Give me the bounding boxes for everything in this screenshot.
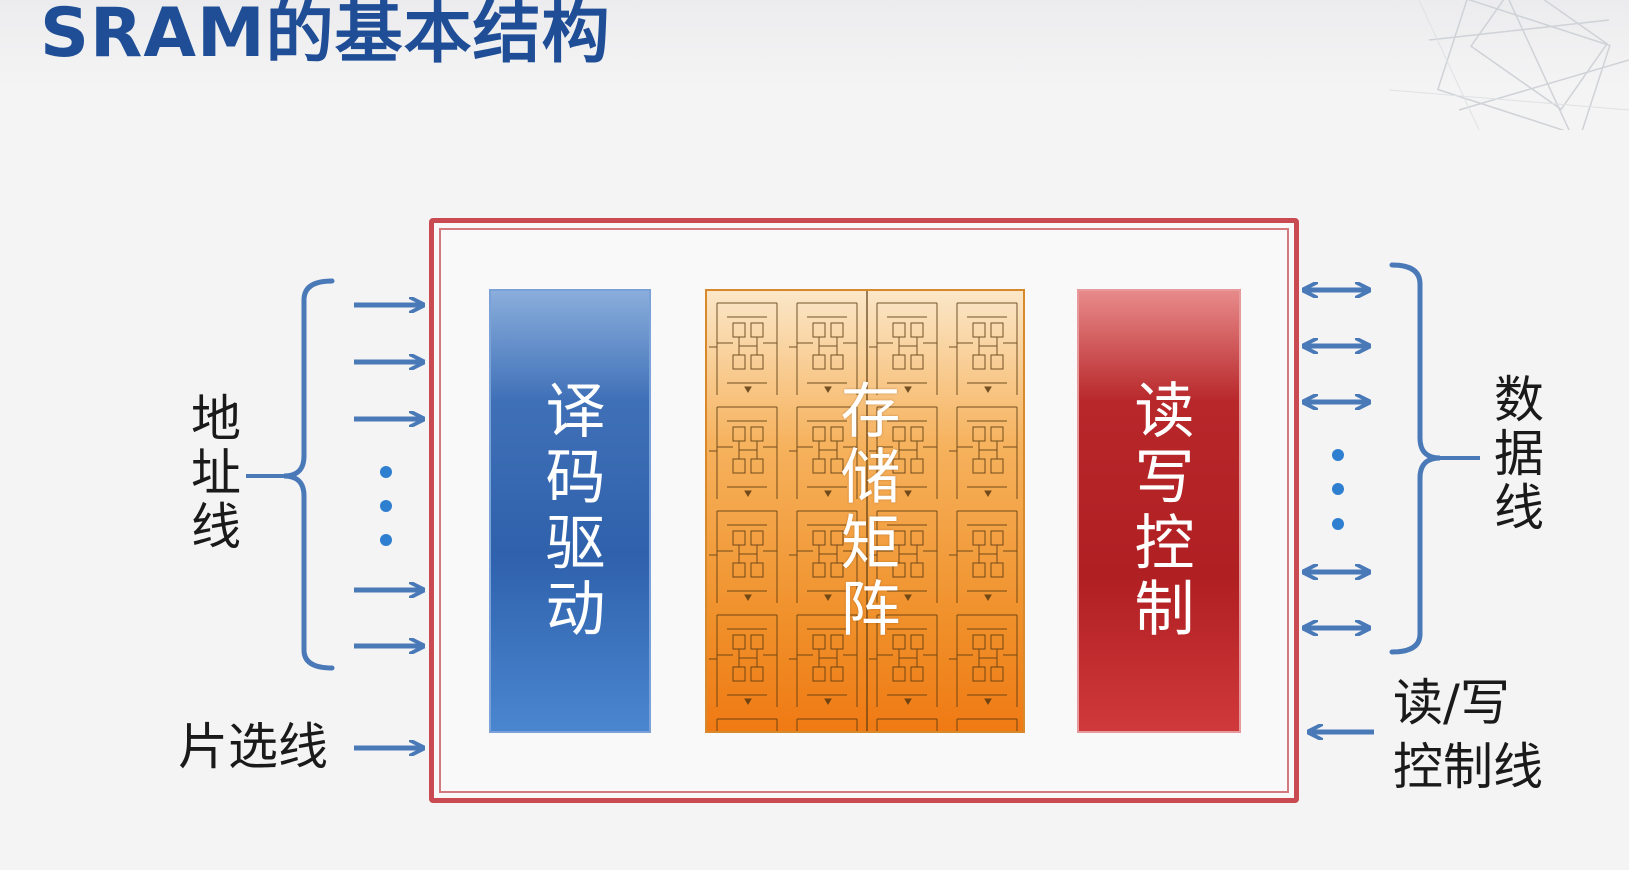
- data-lines-label: 数据线: [1486, 373, 1544, 535]
- decoder-driver-block: 译码驱动: [489, 289, 651, 733]
- address-arrows: [354, 305, 422, 748]
- corner-decoration: [1389, 0, 1629, 130]
- memory-cell-circuit: [707, 291, 1023, 731]
- read-write-control-block: 读写控制: [1077, 289, 1241, 733]
- rw-control-label: 读写控制: [1124, 379, 1194, 643]
- data-arrows: [1305, 290, 1368, 628]
- rw-label-line1: 读/写: [1393, 674, 1510, 732]
- decoder-label: 译码驱动: [535, 379, 605, 643]
- address-lines-label: 地址线: [183, 392, 241, 554]
- storage-matrix-label: 存储矩阵: [830, 379, 900, 643]
- data-ellipsis: [1332, 449, 1344, 530]
- chip-select-label: 片选线: [178, 718, 328, 776]
- rw-label-line2: 控制线: [1393, 738, 1543, 796]
- storage-matrix-block: 存储矩阵: [705, 289, 1025, 733]
- address-brace: [283, 278, 335, 671]
- header-band: [0, 0, 1629, 92]
- address-ellipsis: [380, 466, 392, 546]
- data-brace: [1389, 262, 1441, 655]
- slide-title: SRAM的基本结构: [40, 0, 611, 73]
